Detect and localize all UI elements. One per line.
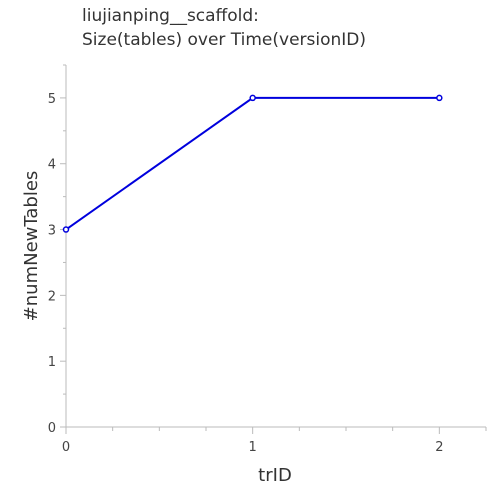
y-tick-label: 0 [48, 421, 56, 436]
y-tick-label: 4 [48, 158, 56, 173]
x-tick-label: 1 [249, 440, 257, 455]
y-tick-label: 2 [48, 289, 56, 304]
series-layer [62, 94, 443, 233]
series-line [65, 96, 440, 231]
x-axis-label: trID [258, 465, 292, 486]
y-axis-label: #numNewTables [21, 171, 42, 322]
x-tick-label: 0 [62, 440, 70, 455]
data-point [436, 94, 443, 102]
data-point [62, 226, 70, 233]
data-point [249, 94, 256, 102]
x-tick-label: 2 [435, 440, 443, 455]
axes: 0 1 2 3 4 5 0 1 2 [48, 64, 487, 455]
chart-title: liujianping__scaffold: Size(tables) over… [82, 4, 366, 52]
y-tick-label: 3 [48, 224, 56, 239]
chart-title-line-1: liujianping__scaffold: [82, 6, 259, 26]
chart-title-line-2: Size(tables) over Time(versionID) [82, 30, 367, 50]
y-tick-label: 5 [48, 92, 56, 107]
y-tick-label: 1 [48, 355, 56, 370]
